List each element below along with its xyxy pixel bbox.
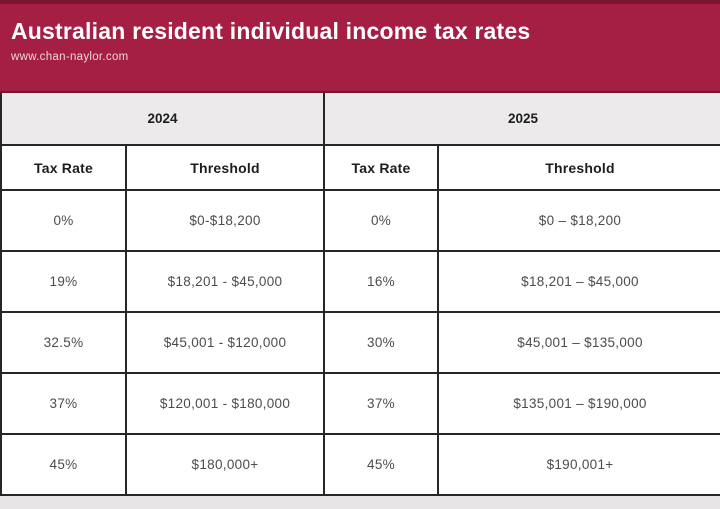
- table-row: 19% $18,201 - $45,000 16% $18,201 – $45,000: [0, 250, 720, 313]
- tax-rates-table: 2024 2025 Tax Rate Threshold Tax Rate Th…: [0, 93, 720, 496]
- tax-rate-cell: 37%: [0, 372, 127, 435]
- year-header-2025: 2025: [323, 93, 720, 146]
- table-row: 37% $120,001 - $180,000 37% $135,001 – $190…: [0, 372, 720, 435]
- tax-rate-cell: 45%: [0, 433, 127, 496]
- header-banner: Australian resident individual income ta…: [0, 0, 720, 93]
- threshold-cell: $18,201 – $45,000: [437, 250, 720, 313]
- threshold-cell: $45,001 - $120,000: [124, 311, 326, 374]
- table-row: 0% $0-$18,200 0% $0 – $18,200: [0, 189, 720, 252]
- column-header-tax-rate-2025: Tax Rate: [323, 144, 440, 191]
- table-row: 45% $180,000+ 45% $190,001+: [0, 433, 720, 496]
- page-title: Australian resident individual income ta…: [11, 18, 531, 44]
- column-header-tax-rate-2024: Tax Rate: [0, 144, 127, 191]
- column-header-row: Tax Rate Threshold Tax Rate Threshold: [0, 144, 720, 191]
- threshold-cell: $180,000+: [124, 433, 326, 496]
- tax-rate-cell: 16%: [323, 250, 440, 313]
- tax-rate-cell: 0%: [323, 189, 440, 252]
- tax-rate-cell: 19%: [0, 250, 127, 313]
- column-header-threshold-2025: Threshold: [437, 144, 720, 191]
- threshold-cell: $120,001 - $180,000: [124, 372, 326, 435]
- tax-rate-cell: 30%: [323, 311, 440, 374]
- tax-rate-cell: 45%: [323, 433, 440, 496]
- tax-rate-cell: 0%: [0, 189, 127, 252]
- threshold-cell: $190,001+: [437, 433, 720, 496]
- column-header-threshold-2024: Threshold: [124, 144, 326, 191]
- threshold-cell: $135,001 – $190,000: [437, 372, 720, 435]
- table-row: 32.5% $45,001 - $120,000 30% $45,001 – $135…: [0, 311, 720, 374]
- threshold-cell: $0-$18,200: [124, 189, 326, 252]
- threshold-cell: $0 – $18,200: [437, 189, 720, 252]
- website-url: www.chan-naylor.com: [11, 50, 129, 63]
- year-header-row: 2024 2025: [0, 93, 720, 146]
- tax-rate-cell: 32.5%: [0, 311, 127, 374]
- threshold-cell: $18,201 - $45,000: [124, 250, 326, 313]
- year-header-2024: 2024: [0, 93, 326, 146]
- table-body: 0% $0-$18,200 0% $0 – $18,200 19% $18,201 - $…: [0, 189, 720, 496]
- tax-rate-cell: 37%: [323, 372, 440, 435]
- threshold-cell: $45,001 – $135,000: [437, 311, 720, 374]
